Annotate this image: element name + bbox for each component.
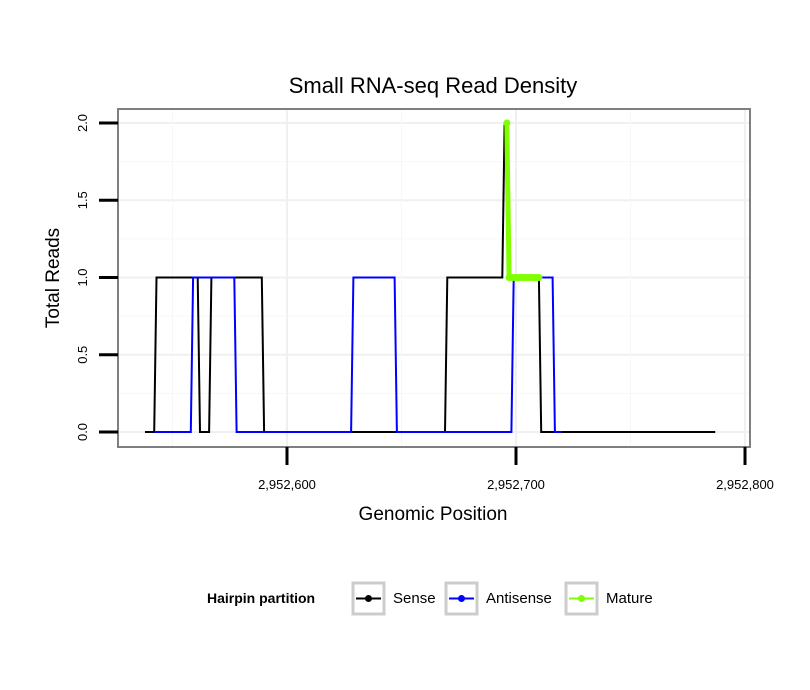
y-tick-label-3: 1.5 xyxy=(75,191,90,209)
y-tick-label-2: 1.0 xyxy=(75,268,90,286)
legend-key-point-1 xyxy=(458,595,465,602)
legend-label-0: Sense xyxy=(393,590,436,607)
legend-entry-sense: Sense xyxy=(351,581,436,616)
legend-entry-antisense: Antisense xyxy=(444,581,552,616)
x-tick-label-0: 2,952,600 xyxy=(258,477,316,492)
series-layer xyxy=(145,119,716,433)
legend-key-point-2 xyxy=(578,595,585,602)
legend-entry-mature: Mature xyxy=(564,581,653,616)
x-axis-label: Genomic Position xyxy=(359,504,508,525)
y-axis-label: Total Reads xyxy=(43,228,64,328)
legend-key-point-0 xyxy=(365,595,372,602)
x-tick-label-1: 2,952,700 xyxy=(487,477,545,492)
mature-point-0 xyxy=(503,119,511,127)
y-tick-label-4: 2.0 xyxy=(75,114,90,132)
y-tick-label-0: 0.0 xyxy=(75,423,90,441)
y-tick-label-1: 0.5 xyxy=(75,346,90,364)
legend: Hairpin partition Sense Antisense Mature xyxy=(207,581,653,616)
mature-point-14 xyxy=(535,274,543,281)
x-tick-label-2: 2,952,800 xyxy=(716,477,774,492)
series-line-antisense xyxy=(154,276,562,433)
axes: 0.0 0.5 1.0 1.5 2.0 2,952,600 2,952,700 2,952,8… xyxy=(75,114,774,492)
legend-label-2: Mature xyxy=(606,590,653,607)
legend-label-1: Antisense xyxy=(486,590,552,607)
legend-title: Hairpin partition xyxy=(207,590,315,606)
chart-title: Small RNA-seq Read Density xyxy=(289,73,578,98)
